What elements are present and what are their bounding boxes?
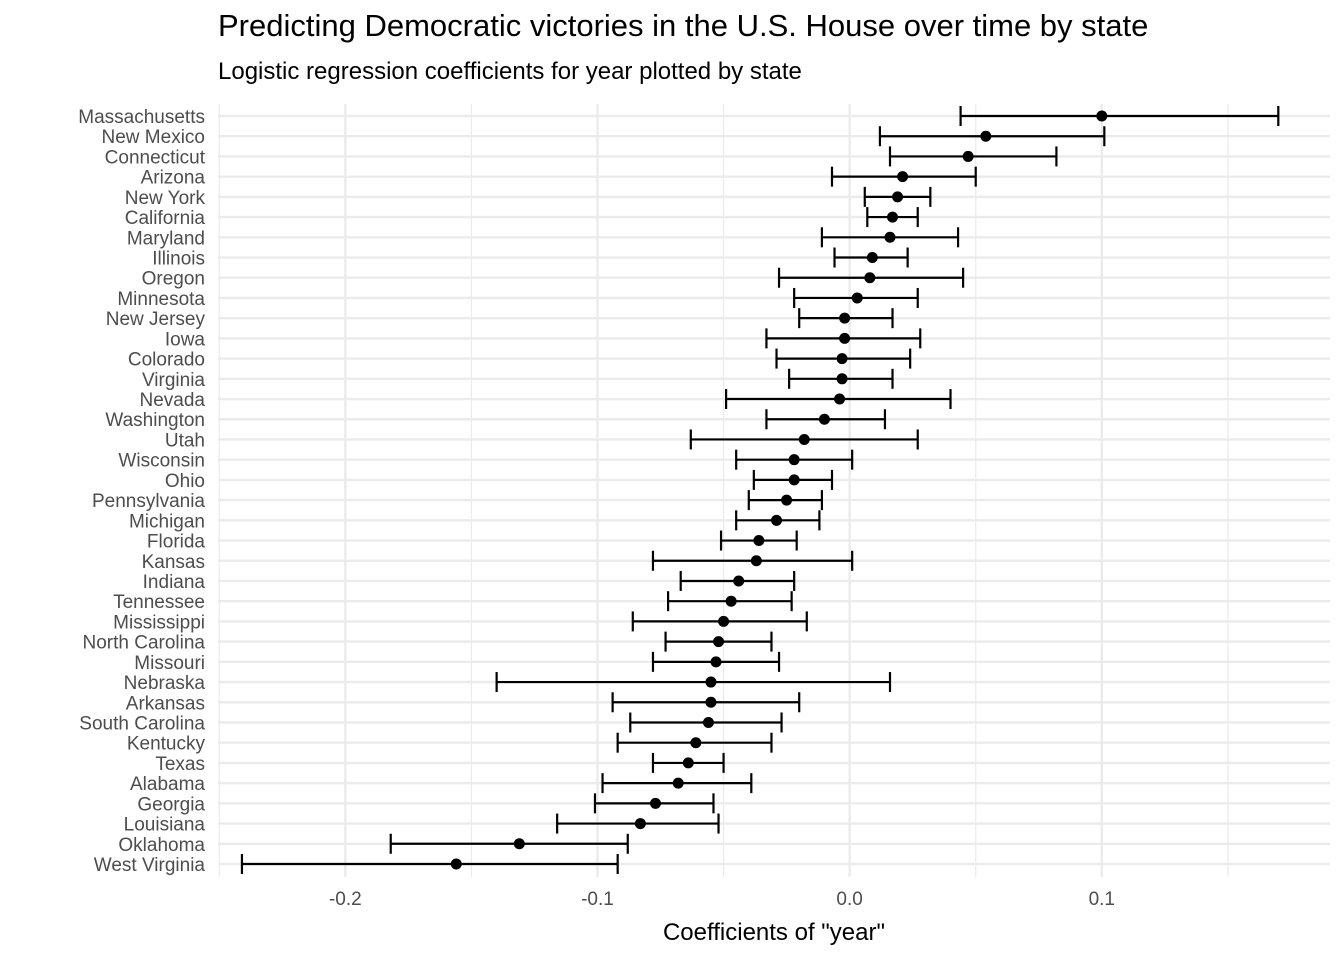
chart-title: Predicting Democratic victories in the U… (218, 8, 1149, 43)
y-tick-label: Missouri (134, 653, 205, 674)
point-estimate (733, 575, 745, 587)
y-tick-label: Oklahoma (118, 835, 205, 856)
error-bar (240, 854, 619, 874)
point-estimate (672, 777, 684, 789)
y-tick-label: Florida (147, 532, 206, 553)
y-tick-label: North Carolina (83, 633, 206, 654)
y-tick-label: Indiana (143, 572, 206, 593)
y-tick-label: New Mexico (102, 127, 205, 148)
point-estimate (836, 353, 848, 365)
point-estimate (851, 292, 863, 304)
point-estimate (892, 191, 904, 203)
point-estimate (705, 696, 717, 708)
error-bar (959, 106, 1280, 126)
point-estimate (710, 656, 722, 668)
y-tick-label: Nevada (140, 390, 206, 411)
x-tick-label: -0.2 (329, 889, 362, 910)
y-tick-label: Massachusetts (78, 107, 205, 128)
point-estimate (866, 252, 878, 264)
point-estimate (788, 474, 800, 486)
y-tick-label: Pennsylvania (92, 491, 205, 512)
point-estimate (781, 494, 793, 506)
point-estimate (839, 312, 851, 324)
point-estimate (839, 332, 851, 344)
y-tick-label: Colorado (128, 350, 205, 371)
y-tick-label: Louisiana (124, 815, 206, 836)
error-bar (389, 833, 629, 854)
point-estimate (836, 373, 848, 385)
point-estimate (513, 838, 525, 850)
point-estimate (884, 231, 896, 243)
point-estimate (980, 130, 992, 142)
y-tick-label: South Carolina (79, 713, 205, 734)
y-tick-label: Oregon (142, 269, 205, 290)
point-estimate (771, 514, 783, 526)
point-estimate (750, 555, 762, 567)
point-estimate (887, 211, 899, 223)
point-estimate (1096, 110, 1108, 122)
y-tick-label: Utah (165, 430, 205, 451)
point-estimate (634, 818, 646, 830)
point-estimate (798, 433, 810, 445)
y-tick-label: Ohio (165, 471, 205, 492)
chart-subtitle: Logistic regression coefficients for yea… (218, 58, 802, 85)
x-tick-label: -0.1 (581, 889, 614, 910)
y-tick-label: Texas (155, 754, 205, 775)
error-bars (240, 106, 1280, 874)
point-estimate (788, 454, 800, 466)
y-tick-label: Iowa (165, 329, 206, 350)
point-estimates (450, 110, 1108, 870)
point-estimate (713, 636, 725, 648)
y-tick-label: Wisconsin (118, 451, 205, 472)
y-tick-label: Kansas (142, 552, 205, 573)
point-estimate (897, 171, 909, 183)
y-tick-label: Tennessee (113, 592, 205, 613)
point-estimate (753, 535, 765, 547)
point-estimate (834, 393, 846, 405)
y-tick-label: Maryland (127, 228, 205, 249)
point-estimate (818, 413, 830, 425)
y-tick-label: Kentucky (127, 734, 206, 755)
x-axis-title: Coefficients of "year" (663, 919, 885, 946)
y-tick-label: West Virginia (94, 855, 206, 876)
point-estimate (649, 797, 661, 809)
y-tick-label: New York (125, 188, 206, 209)
point-estimate (702, 716, 714, 728)
point-estimate (864, 272, 876, 284)
y-tick-label: New Jersey (106, 309, 206, 330)
point-estimate (690, 737, 702, 749)
y-tick-label: Virginia (142, 370, 205, 391)
point-estimate (725, 595, 737, 607)
x-tick-label: 0.1 (1089, 889, 1115, 910)
point-estimate (682, 757, 694, 769)
error-bar (495, 672, 892, 693)
point-estimate (705, 676, 717, 688)
x-tick-label: 0.0 (836, 889, 862, 910)
y-tick-label: Arkansas (126, 693, 205, 714)
y-tick-label: Washington (105, 410, 205, 431)
y-tick-label: Mississippi (113, 612, 205, 633)
y-tick-label: Michigan (129, 511, 205, 532)
y-tick-label: Nebraska (124, 673, 206, 694)
point-estimate (450, 858, 462, 870)
y-tick-label: Arizona (141, 168, 206, 189)
y-tick-label: Alabama (130, 774, 205, 795)
y-tick-label: Connecticut (105, 147, 206, 168)
y-tick-label: Minnesota (117, 289, 205, 310)
y-tick-label: Illinois (152, 249, 205, 270)
point-estimate (962, 150, 974, 162)
error-bar (878, 126, 1106, 147)
point-estimate (718, 615, 730, 627)
grid-layer (218, 104, 1330, 877)
y-tick-label: Georgia (137, 794, 205, 815)
y-tick-label: California (125, 208, 206, 229)
x-axis-tick-labels: -0.2 -0.1 0.0 0.1 (329, 889, 1115, 910)
